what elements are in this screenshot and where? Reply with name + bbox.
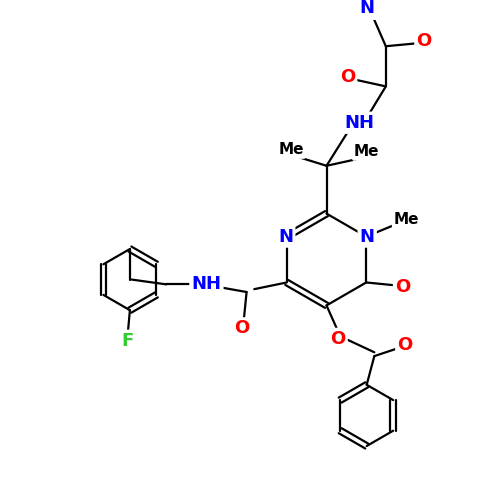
Text: O: O — [395, 278, 410, 296]
Text: NH: NH — [344, 114, 374, 132]
Text: O: O — [340, 68, 355, 86]
Text: N: N — [359, 0, 374, 17]
Text: O: O — [330, 330, 345, 348]
Text: Me: Me — [394, 212, 419, 227]
Text: O: O — [416, 32, 432, 50]
Text: O: O — [234, 320, 250, 338]
Text: N: N — [278, 228, 293, 246]
Text: O: O — [398, 336, 412, 353]
Text: F: F — [122, 332, 134, 350]
Text: Me: Me — [354, 144, 380, 159]
Text: NH: NH — [192, 276, 222, 293]
Text: N: N — [360, 228, 374, 246]
Text: Me: Me — [278, 142, 304, 157]
